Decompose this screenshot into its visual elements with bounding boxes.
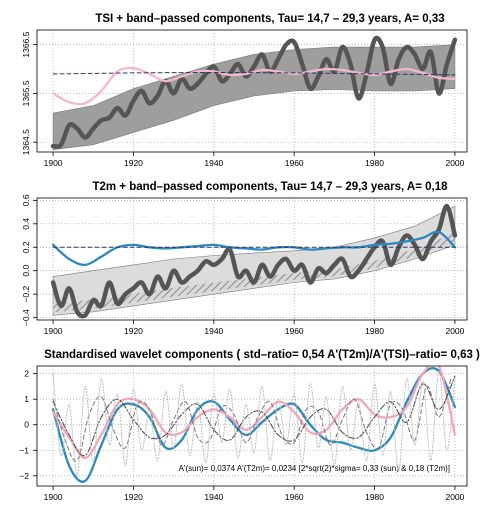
series-line-4	[52, 370, 456, 477]
x-tick-label: 2000	[445, 326, 464, 336]
y-tick-label: 1366.5	[21, 31, 31, 57]
y-tick-label: 1	[24, 394, 29, 404]
tsi-panel-title: TSI + band–passed components, Tau= 14,7 …	[95, 13, 444, 25]
x-tick-label: 1900	[44, 326, 63, 336]
y-tick-label: −2	[19, 471, 29, 481]
t2m-panel-title: T2m + band–passed components, Tau= 14,7 …	[92, 181, 448, 193]
plot-area	[50, 203, 458, 319]
series-line-0	[50, 35, 458, 149]
x-tick-label: 1980	[365, 326, 384, 336]
x-tick-label: 1940	[204, 326, 223, 336]
y-tick-label: −0.4	[21, 309, 31, 326]
y-tick-label: 0	[24, 420, 29, 430]
series-line-0	[51, 367, 457, 483]
y-tick-label: 0.0	[21, 265, 31, 277]
y-tick-label: −1	[19, 445, 29, 455]
wavelet-annotation: A'(sun)= 0,0374 A'(T2m)= 0,0234 [2*sqrt(…	[179, 464, 450, 473]
plot-frame	[36, 29, 468, 153]
t2m-panel: T2m + band–passed components, Tau= 14,7 …	[21, 181, 468, 336]
plot-frame	[36, 365, 468, 487]
y-tick-label: 1364.5	[21, 129, 31, 155]
x-tick-label: 1920	[124, 158, 143, 168]
y-tick-label: 2	[24, 369, 29, 379]
uncertainty-band	[52, 44, 456, 150]
wavelet-panel: Standardised wavelet components ( std–ra…	[19, 349, 480, 502]
x-tick-label: 1960	[285, 326, 304, 336]
x-tick-label: 2000	[445, 158, 464, 168]
x-tick-label: 2000	[445, 492, 464, 502]
y-tick-label: 0.2	[21, 241, 31, 253]
x-tick-label: 1940	[204, 158, 223, 168]
x-tick-label: 1920	[124, 492, 143, 502]
x-tick-label: 1900	[44, 158, 63, 168]
series-line-1	[51, 66, 457, 106]
plot-frame	[36, 197, 468, 321]
x-tick-label: 1900	[44, 492, 63, 502]
hatched-band	[53, 233, 455, 313]
series-line-3	[52, 378, 452, 462]
series-line-0	[50, 203, 458, 319]
series-line-1	[51, 366, 457, 460]
x-tick-label: 1920	[124, 326, 143, 336]
y-tick-label: 1365.5	[21, 80, 31, 106]
plot-area	[50, 35, 458, 150]
x-tick-label: 1960	[285, 492, 304, 502]
series-line-2	[52, 72, 456, 76]
x-tick-label: 1980	[365, 158, 384, 168]
y-tick-label: 0.6	[21, 194, 31, 206]
y-tick-label: 0.4	[21, 218, 31, 230]
tsi-panel: TSI + band–passed components, Tau= 14,7 …	[21, 13, 468, 168]
y-tick-label: −0.2	[21, 286, 31, 303]
x-tick-label: 1940	[204, 492, 223, 502]
x-tick-label: 1960	[285, 158, 304, 168]
x-tick-label: 1980	[365, 492, 384, 502]
plot-area	[51, 366, 457, 483]
wavelet-panel-title: Standardised wavelet components ( std–ra…	[44, 349, 480, 361]
